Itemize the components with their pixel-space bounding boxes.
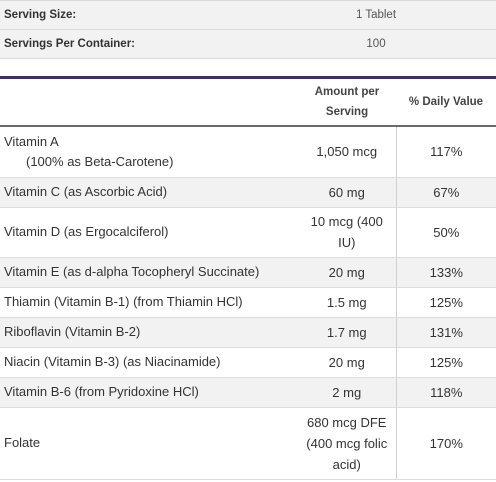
nutrient-name: Vitamin B-6 (from Pyridoxine HCl): [0, 377, 298, 408]
nutrient-column-header: [0, 79, 298, 127]
amount-text: 10 mcg (400 IU): [310, 214, 383, 250]
nutrient-name: Thiamin (Vitamin B-1) (from Thiamin HCl): [0, 287, 298, 318]
amount-cell: 1,050 mcg: [298, 126, 396, 178]
daily-value-cell: 131%: [395, 317, 496, 348]
nutrient-name: Vitamin D (as Ergocalciferol): [0, 207, 298, 258]
nutrition-table: Amount per Serving % Daily Value Vitamin…: [0, 79, 496, 480]
daily-value-cell: 125%: [395, 287, 496, 318]
daily-value-cell: 133%: [395, 257, 496, 288]
daily-value-cell: 50%: [395, 207, 496, 258]
amount-cell: 10 mcg (400 IU): [298, 207, 396, 258]
table-row: Niacin (Vitamin B-3) (as Niacinamide) 20…: [0, 347, 496, 378]
nutrient-name: Vitamin A (100% as Beta-Carotene): [0, 126, 298, 178]
nutrient-name: Niacin (Vitamin B-3) (as Niacinamide): [0, 347, 298, 378]
daily-value-cell: 125%: [395, 347, 496, 378]
daily-value-cell: 67%: [395, 177, 496, 208]
nutrient-name: Folate: [0, 407, 298, 480]
nutrient-name: Vitamin E (as d-alpha Tocopheryl Succina…: [0, 257, 298, 288]
amount-cell: 60 mg: [298, 177, 396, 208]
serving-size-value: 1 Tablet: [355, 9, 397, 21]
servings-per-container-label: Servings Per Container:: [4, 38, 136, 50]
servings-per-container-row: Servings Per Container: 100: [0, 30, 496, 59]
table-row: Vitamin D (as Ergocalciferol) 10 mcg (40…: [0, 207, 496, 258]
table-row: Vitamin E (as d-alpha Tocopheryl Succina…: [0, 257, 496, 288]
table-header-row: Amount per Serving % Daily Value: [0, 79, 496, 127]
nutrient-name-sub: (100% as Beta-Carotene): [26, 153, 174, 169]
daily-value-column-header: % Daily Value: [396, 79, 496, 127]
table-row: Vitamin A (100% as Beta-Carotene) 1,050 …: [0, 126, 496, 178]
serving-size-label: Serving Size:: [4, 9, 77, 21]
amount-cell: 20 mg: [298, 347, 396, 378]
daily-value-cell: 117%: [395, 126, 496, 178]
amount-column-header: Amount per Serving: [298, 79, 396, 127]
amount-cell: 20 mg: [298, 257, 396, 288]
serving-info: Serving Size: 1 Tablet Servings Per Cont…: [0, 0, 496, 59]
table-row: Vitamin B-6 (from Pyridoxine HCl) 2 mg 1…: [0, 377, 496, 408]
daily-value-cell: 118%: [395, 377, 496, 408]
amount-cell: 1.5 mg: [298, 287, 396, 318]
amount-cell: 2 mg: [298, 377, 396, 408]
daily-value-cell: 170%: [395, 407, 496, 480]
amount-text: 680 mcg DFE (400 mcg folic acid): [306, 414, 388, 472]
table-row: Vitamin C (as Ascorbic Acid) 60 mg 67%: [0, 177, 496, 208]
table-row: Thiamin (Vitamin B-1) (from Thiamin HCl)…: [0, 287, 496, 318]
table-row: Riboflavin (Vitamin B-2) 1.7 mg 131%: [0, 317, 496, 348]
section-divider: [0, 76, 496, 79]
nutrient-name-main: Vitamin A: [4, 133, 59, 149]
table-row: Folate 680 mcg DFE (400 mcg folic acid) …: [0, 407, 496, 480]
servings-per-container-value: 100: [366, 38, 386, 50]
serving-size-row: Serving Size: 1 Tablet: [0, 1, 496, 30]
amount-cell: 680 mcg DFE (400 mcg folic acid): [298, 407, 396, 480]
nutrient-name: Riboflavin (Vitamin B-2): [0, 317, 298, 348]
nutrient-name: Vitamin C (as Ascorbic Acid): [0, 177, 298, 208]
amount-cell: 1.7 mg: [298, 317, 396, 348]
